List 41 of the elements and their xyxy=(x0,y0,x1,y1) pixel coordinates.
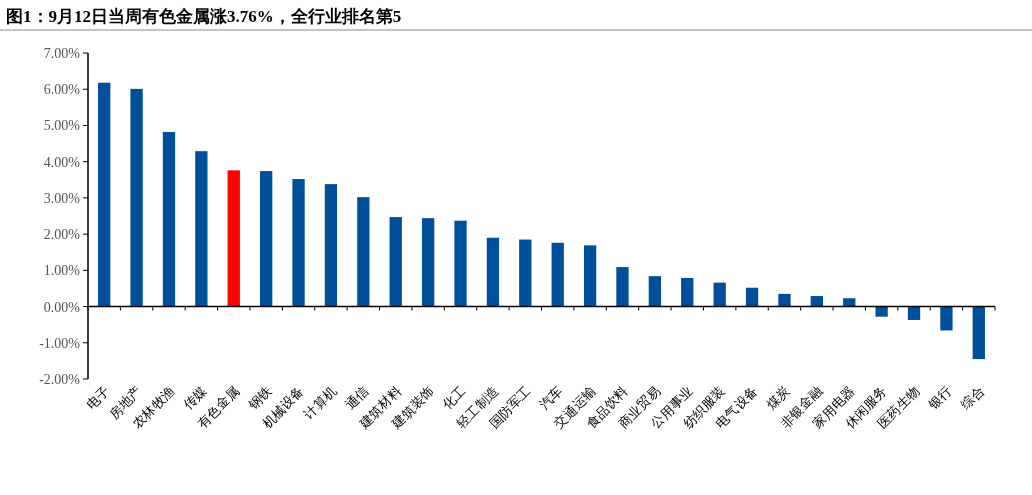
y-tick-label: 3.00% xyxy=(43,190,81,206)
bar xyxy=(98,82,111,307)
bar xyxy=(648,276,662,307)
bar xyxy=(519,239,532,307)
bar xyxy=(486,237,500,307)
y-tick-label: 7.00% xyxy=(43,46,81,61)
bar xyxy=(810,296,823,307)
y-tick-label: -2.00% xyxy=(39,372,81,387)
bar xyxy=(875,306,888,317)
bar xyxy=(260,171,273,307)
y-tick-label: 5.00% xyxy=(43,118,81,134)
y-tick-label: 6.00% xyxy=(43,82,81,98)
bar xyxy=(843,298,856,307)
bar xyxy=(940,306,953,331)
bar xyxy=(907,306,921,320)
y-tick-label: 4.00% xyxy=(43,154,81,170)
bar xyxy=(195,151,208,307)
bar xyxy=(292,179,305,307)
y-tick-label: 1.00% xyxy=(43,263,81,279)
bar xyxy=(583,245,597,307)
bar xyxy=(389,217,402,307)
bar xyxy=(551,242,564,307)
y-tick-label: 0.00% xyxy=(43,299,81,315)
bar xyxy=(972,306,985,360)
bar xyxy=(162,131,176,307)
bar xyxy=(454,220,467,307)
x-tick-label: 银行 xyxy=(924,383,955,414)
bar xyxy=(745,287,759,307)
bar xyxy=(227,170,240,307)
bar xyxy=(713,282,726,307)
y-tick-label: -1.00% xyxy=(39,335,81,351)
bar xyxy=(778,293,791,307)
bar xyxy=(357,197,370,307)
bar xyxy=(681,277,694,307)
bar xyxy=(616,267,629,307)
bar xyxy=(130,88,143,307)
bar xyxy=(324,184,338,307)
bar xyxy=(421,218,435,307)
x-tick-label: 综合 xyxy=(957,383,987,413)
chart-title: 图1：9月12日当周有色金属涨3.76%，全行业排名第5 xyxy=(6,7,402,26)
y-tick-label: 2.00% xyxy=(43,227,81,243)
